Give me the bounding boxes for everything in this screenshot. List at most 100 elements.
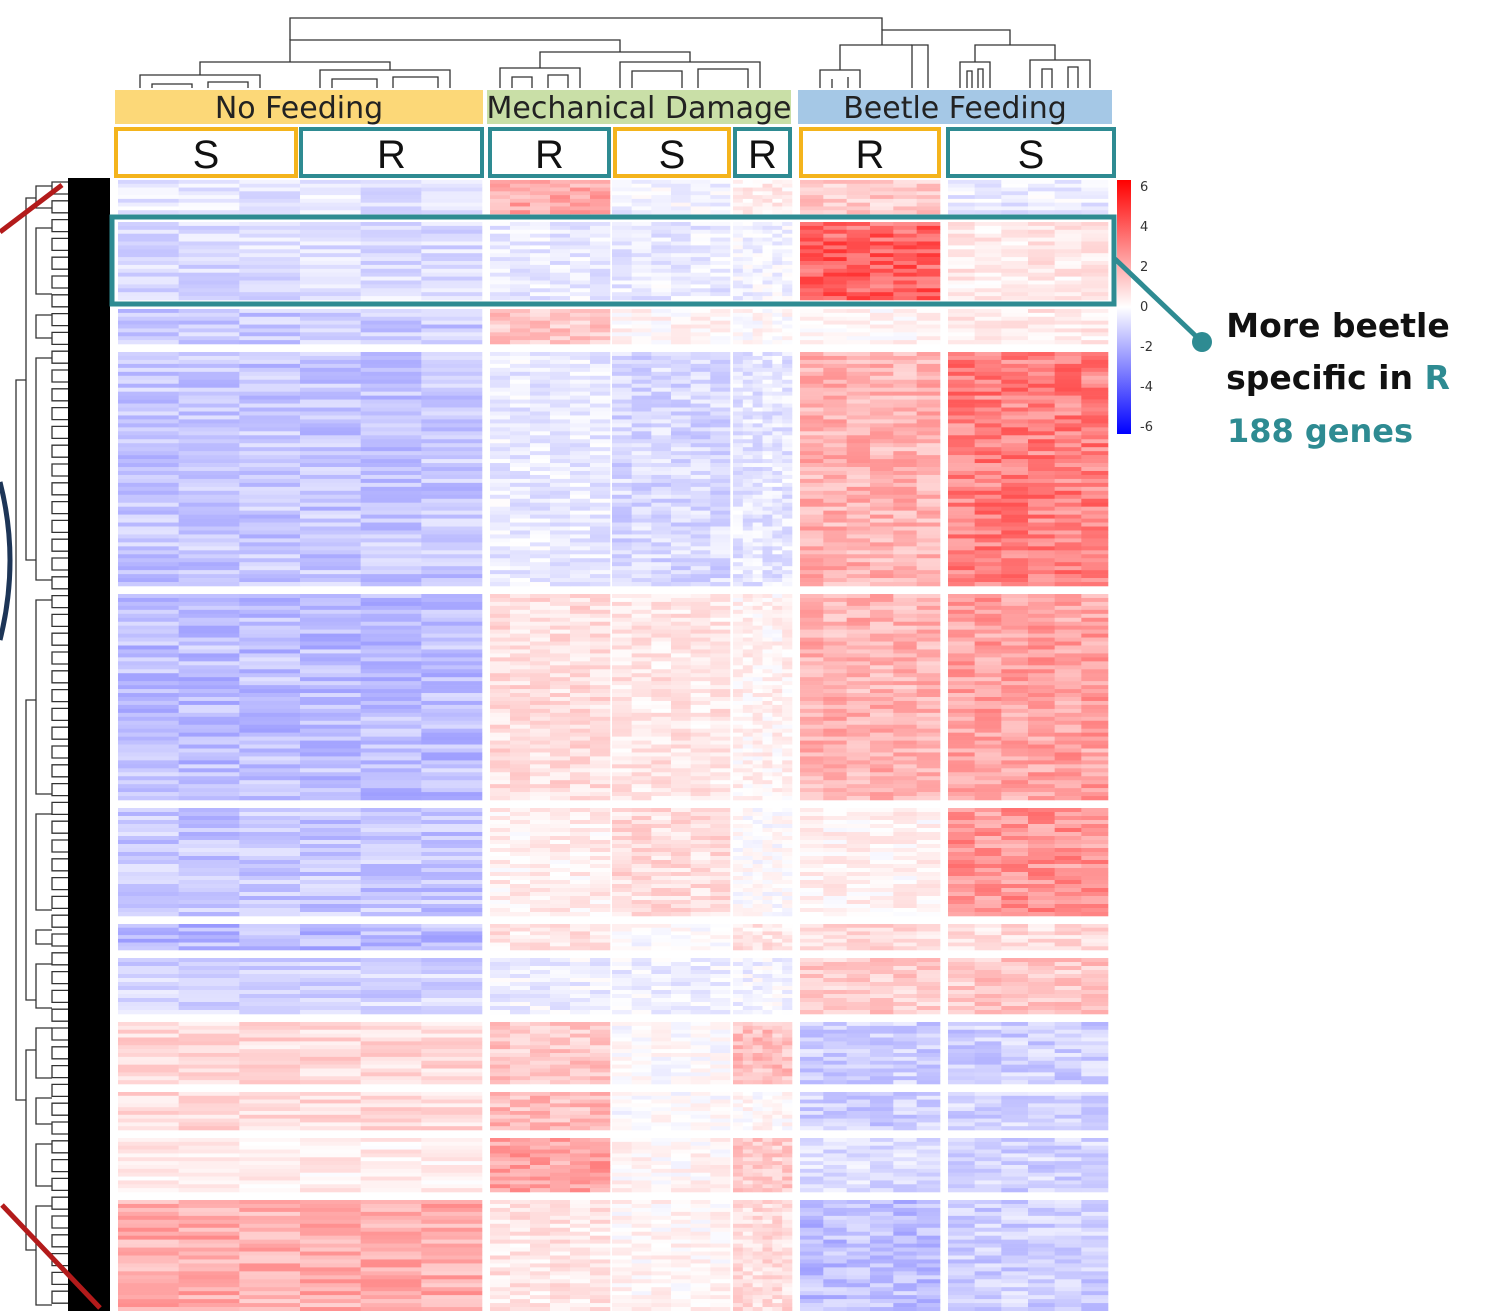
heatmap-cell [752, 538, 763, 543]
dendrogram-branch [35, 1097, 52, 1125]
heatmap-cell [846, 222, 871, 227]
heatmap-cell [360, 538, 422, 543]
heatmap-cell [762, 736, 773, 741]
heatmap-cell [710, 712, 731, 718]
heatmap-cell [490, 183, 511, 188]
heatmap-cell [974, 498, 1002, 504]
heatmap-cell [742, 609, 753, 615]
heatmap-cell [360, 506, 422, 511]
heatmap-cell [733, 534, 744, 539]
heatmap-cell [118, 195, 179, 200]
heatmap-cell [742, 474, 753, 480]
heatmap-cell [782, 451, 793, 456]
heatmap-cell [671, 617, 691, 623]
heatmap-cell [651, 760, 672, 765]
heatmap-cell [690, 264, 711, 270]
heatmap-cell [612, 486, 632, 492]
heatmap-cell [239, 574, 301, 579]
heatmap-cell [118, 633, 179, 638]
heatmap-cell [300, 288, 361, 293]
heatmap-cell [612, 470, 632, 476]
heatmap-cell [631, 375, 652, 381]
heatmap-cell [762, 383, 773, 388]
heatmap-cell [916, 582, 941, 587]
heatmap-cell [893, 355, 917, 361]
heatmap-cell [752, 724, 763, 729]
heatmap-cell [300, 312, 361, 318]
heatmap-cell [421, 288, 483, 293]
heatmap-cell [733, 210, 744, 215]
heatmap-cell [300, 780, 361, 785]
heatmap-cell [742, 340, 753, 345]
heatmap-cell [590, 796, 611, 801]
heatmap-cell [710, 261, 731, 266]
heatmap-cell [510, 276, 531, 281]
heatmap-cell [570, 645, 591, 650]
heatmap-cell [550, 336, 571, 341]
heatmap-cell [893, 383, 917, 388]
heatmap-cell [1028, 582, 1055, 587]
heatmap-cell [118, 261, 179, 266]
heatmap-cell [510, 470, 531, 476]
heatmap-cell [510, 403, 531, 408]
heatmap-cell [948, 292, 975, 297]
heatmap-cell [510, 375, 531, 381]
heatmap-cell [690, 276, 711, 281]
heatmap-cell [800, 534, 824, 539]
heatmap-cell [360, 574, 422, 579]
heatmap-cell [742, 336, 753, 341]
heatmap-cell [1054, 554, 1082, 559]
heatmap-cell [300, 538, 361, 543]
heatmap-cell [118, 367, 179, 373]
heatmap-cell [239, 253, 301, 258]
heatmap-cell [733, 748, 744, 753]
heatmap-cell [300, 486, 361, 492]
heatmap-cell [530, 494, 551, 500]
heatmap-cell [800, 792, 824, 797]
heatmap-cell [1001, 352, 1029, 357]
heatmap-cell [710, 582, 731, 587]
heatmap-cell [1028, 538, 1055, 543]
heatmap-cell [651, 375, 672, 381]
heatmap-cell [690, 490, 711, 496]
heatmap-cell [690, 340, 711, 345]
heatmap-cell [490, 645, 511, 650]
heatmap-cell [752, 601, 763, 607]
heatmap-cell [612, 776, 632, 781]
heatmap-cell [1001, 280, 1029, 285]
heatmap-cell [510, 312, 531, 318]
heatmap-cell [846, 257, 871, 262]
heatmap-cell [300, 681, 361, 686]
heatmap-cell [1028, 395, 1055, 400]
heatmap-cell [590, 187, 611, 192]
heatmap-cell [823, 423, 847, 428]
heatmap-cell [870, 578, 894, 583]
heatmap-cell [178, 498, 240, 504]
heatmap-cell [671, 486, 691, 492]
heatmap-cell [800, 641, 824, 646]
heatmap-cell [782, 665, 793, 670]
heatmap-cell [360, 796, 422, 801]
heatmap-cell [823, 195, 847, 200]
heatmap-cell [772, 222, 783, 227]
heatmap-cell [752, 312, 763, 318]
heatmap-cell [870, 379, 894, 385]
heatmap-cell [570, 225, 591, 231]
sample-group-box [946, 127, 1116, 178]
heatmap-cell [651, 518, 672, 523]
heatmap-cell [1081, 257, 1109, 262]
heatmap-cell [671, 776, 691, 781]
heatmap-cell [651, 693, 672, 698]
heatmap-cell [671, 629, 691, 634]
heatmap-cell [823, 395, 847, 400]
heatmap-cell [550, 772, 571, 777]
heatmap-cell [974, 387, 1002, 392]
heatmap-cell [1081, 518, 1109, 523]
heatmap-cell [772, 708, 783, 714]
heatmap-cell [782, 542, 793, 547]
heatmap-cell [772, 657, 783, 662]
heatmap-cell [570, 633, 591, 638]
heatmap-cell [1001, 363, 1029, 369]
heatmap-cell [300, 653, 361, 658]
heatmap-cell [1081, 526, 1109, 531]
